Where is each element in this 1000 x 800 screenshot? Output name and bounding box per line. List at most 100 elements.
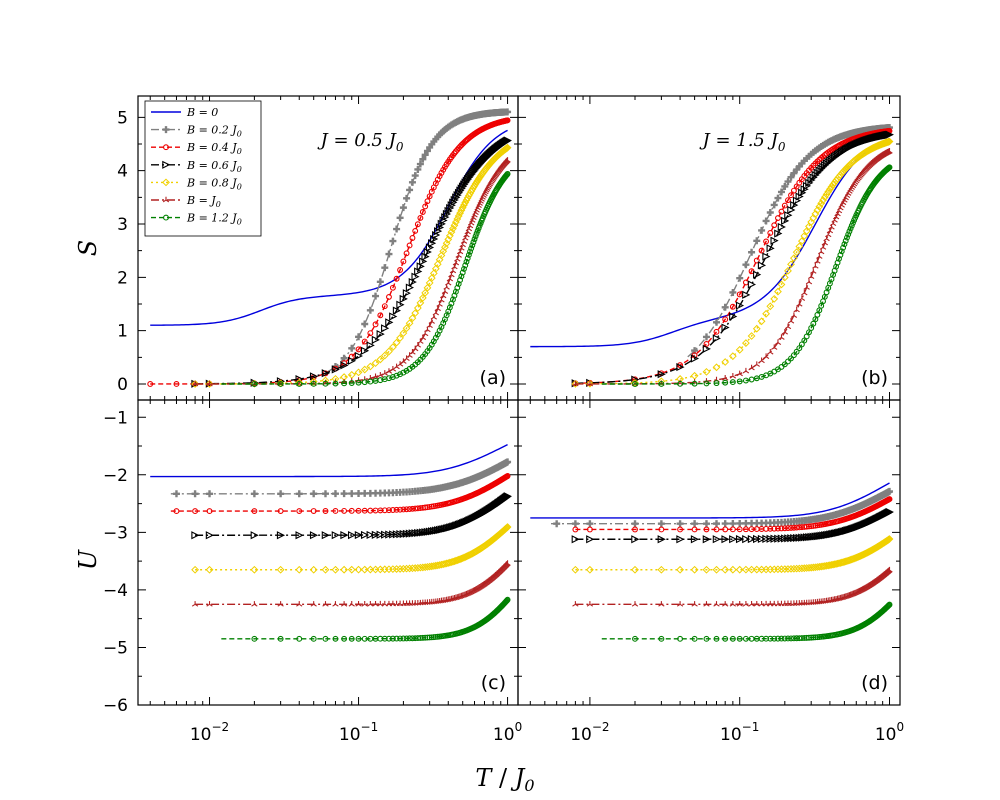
series-4-marker-a [416, 299, 425, 307]
series-6-marker-c [386, 635, 392, 642]
series-3-marker-d [747, 534, 757, 544]
series-5-marker-c [348, 601, 355, 607]
series-2-marker-c [332, 508, 339, 514]
series-4-marker-b [777, 280, 786, 289]
series-6-marker-a [355, 379, 362, 386]
series-6-marker-c [403, 635, 410, 642]
series-1-marker-a [355, 333, 363, 341]
series-5-marker-c [191, 601, 199, 607]
series-4-marker-d [571, 565, 580, 574]
series-6-marker-c [426, 634, 433, 641]
series-2-marker-b [763, 238, 770, 245]
series-4-marker-a [388, 343, 397, 352]
series-5-marker-b [784, 323, 792, 330]
series-6-marker-d [886, 601, 893, 608]
series-3-marker-b [809, 173, 818, 182]
series-3-marker-a [411, 272, 420, 281]
x-label: T / J0 [475, 764, 534, 795]
series-4-marker-d [780, 565, 789, 574]
series-2-marker-c [355, 507, 362, 514]
series-6-marker-b [886, 164, 893, 171]
series-4-marker-c [454, 555, 463, 564]
series-3-marker-b [770, 236, 779, 245]
series-2-marker-b [767, 230, 774, 236]
legend-box [144, 100, 262, 237]
series-2-marker-d [713, 526, 720, 533]
series-1-marker-b [766, 209, 774, 217]
series-1-marker-a [385, 250, 393, 258]
series-6-marker-d [722, 635, 729, 642]
series-6-marker-a [348, 380, 355, 386]
series-5-marker-c [296, 601, 303, 607]
series-4-marker-a [457, 206, 466, 215]
series-5-marker-a [377, 371, 384, 378]
series-3-marker-c [371, 530, 380, 539]
series-6-marker-a [462, 262, 469, 269]
series-3-marker-b [762, 252, 771, 261]
panel-b-curves [530, 124, 894, 388]
series-4-marker-a [451, 218, 460, 227]
series-4-marker-c [366, 565, 375, 574]
y-tick-label: −5 [103, 638, 128, 658]
series-3-marker-c [295, 531, 304, 540]
series-4-marker-b [822, 190, 831, 199]
series-2-marker-d [771, 525, 778, 532]
series-3-marker-d [753, 534, 762, 544]
series-1-marker-d [553, 520, 561, 528]
series-6-marker-d [785, 635, 791, 642]
series-2-marker-a [409, 235, 416, 241]
series-3-marker-d [813, 532, 822, 541]
series-2-line-c [170, 475, 508, 512]
series-6-marker-b [703, 380, 710, 387]
series-6-marker-d [808, 634, 815, 641]
series-3-marker-a [331, 365, 340, 374]
series-4-marker-d [728, 565, 737, 574]
series-3-marker-a [437, 219, 446, 228]
series-3-marker-b [805, 178, 814, 187]
series-2-marker-b [775, 215, 781, 222]
series-4-marker-b [747, 332, 756, 340]
series-6-marker-b [840, 244, 847, 251]
series-3-marker-c [419, 528, 428, 537]
series-0-line-b [530, 137, 890, 348]
series-6-marker-a [361, 379, 368, 386]
series-3-marker-b [702, 344, 711, 353]
series-4-marker-c [408, 564, 417, 573]
y-tick-label: −4 [103, 581, 128, 601]
series-5-marker-a [443, 284, 450, 290]
series-4-marker-a [366, 362, 375, 371]
series-3-marker-c [416, 528, 425, 537]
series-4-marker-d [721, 565, 730, 574]
series-4-marker-b [571, 379, 580, 388]
series-3-marker-b [813, 168, 822, 177]
panel-label-a: (a) [480, 367, 506, 389]
series-4-marker-c [453, 556, 462, 565]
legend-marker [163, 214, 169, 221]
series-3-marker-a [446, 203, 455, 213]
series-3-marker-d [702, 535, 711, 544]
series-1-marker-a [421, 151, 429, 159]
series-4-marker-b [784, 266, 792, 275]
series-4-marker-c [250, 565, 259, 574]
series-3-marker-b [807, 175, 816, 185]
series-4-marker-c [276, 565, 285, 574]
series-2-marker-c [397, 506, 404, 513]
series-1-marker-c [277, 490, 285, 498]
series-5-marker-d [722, 601, 729, 607]
series-5-marker-d [729, 601, 737, 607]
series-6-marker-b [722, 379, 729, 386]
series-5-marker-a [385, 368, 393, 374]
series-4-marker-c [331, 565, 340, 574]
series-1-marker-a [376, 278, 384, 286]
series-3-marker-b [811, 170, 820, 180]
series-4-marker-d [747, 565, 756, 574]
series-2-marker-c [389, 507, 396, 513]
series-2-marker-a [419, 209, 426, 215]
series-5-marker-b [736, 370, 743, 377]
series-3-marker-c [205, 531, 214, 540]
series-3-marker-b [885, 130, 894, 139]
series-2-marker-d [691, 526, 698, 533]
series-5-marker-c [251, 601, 258, 607]
series-4-panel-a [191, 143, 512, 388]
series-2-marker-c [504, 473, 511, 479]
